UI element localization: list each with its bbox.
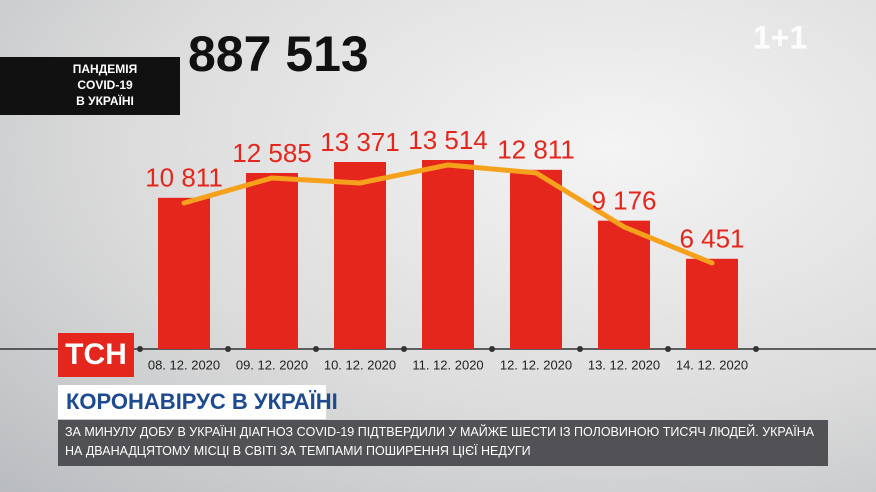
value-label: 12 585 [232, 138, 312, 168]
logo: ТСН [65, 338, 127, 371]
x-tick-label: 09. 12. 2020 [236, 357, 308, 372]
tag-line: ПАНДЕМІЯ [73, 62, 137, 76]
bar [686, 258, 738, 349]
axis-dot [137, 346, 143, 352]
axis-dot [225, 346, 231, 352]
value-label: 10 811 [145, 163, 223, 193]
ticker: ЗА МИНУЛУ ДОБУ В УКРАЇНІ ДІАГНОЗ COVID-1… [58, 420, 828, 466]
bar [598, 220, 650, 349]
x-tick-label: 08. 12. 2020 [148, 357, 220, 372]
x-tick-label: 13. 12. 2020 [588, 357, 660, 372]
x-tick-label: 14. 12. 2020 [676, 357, 748, 372]
axis-dot [401, 346, 407, 352]
bar [422, 160, 474, 349]
tag-box [0, 57, 180, 115]
bar [334, 161, 386, 349]
axis-dot [489, 346, 495, 352]
value-label: 13 371 [320, 127, 400, 157]
value-label: 6 451 [679, 224, 744, 254]
bar [246, 172, 298, 349]
value-label: 13 514 [408, 125, 488, 155]
x-tick-label: 12. 12. 2020 [500, 357, 572, 372]
tag-line: В УКРАЇНІ [76, 93, 134, 108]
bar [510, 169, 562, 349]
axis-dot [577, 346, 583, 352]
headline-box [58, 385, 326, 419]
logo-box [58, 333, 134, 377]
total: 887 513 [188, 26, 369, 82]
axis-dot [753, 346, 759, 352]
trend-line [181, 162, 715, 266]
axis-dot [313, 346, 319, 352]
bar [158, 197, 210, 349]
headline: КОРОНАВІРУС В УКРАЇНІ [66, 389, 338, 414]
channel-logo: 1+1 [753, 19, 807, 55]
x-tick-label: 11. 12. 2020 [412, 357, 483, 372]
tag-line: COVID-19 [77, 78, 133, 92]
x-tick-label: 10. 12. 2020 [324, 357, 396, 372]
value-label: 12 811 [497, 135, 575, 165]
axis-dot [665, 346, 671, 352]
value-label: 9 176 [591, 186, 656, 216]
